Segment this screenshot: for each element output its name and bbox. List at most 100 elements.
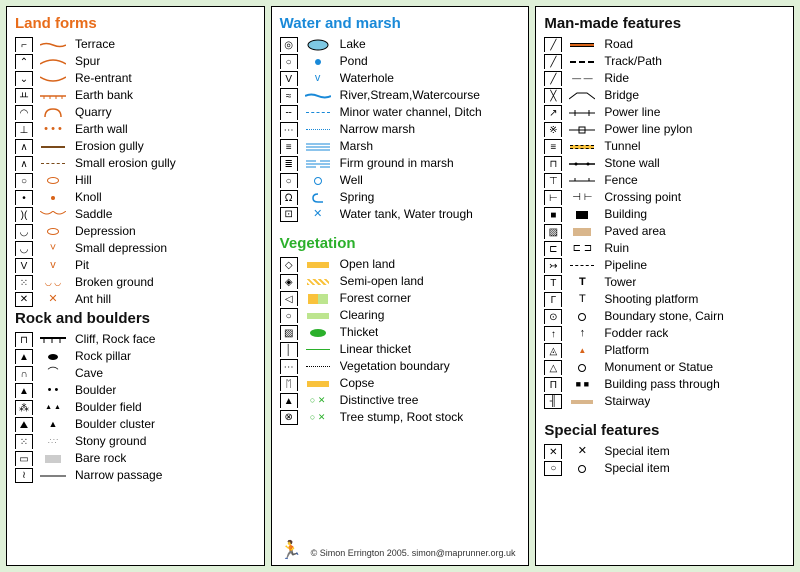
legend-row: │Linear thicket — [280, 341, 521, 358]
map-symbol — [304, 55, 332, 69]
ctrl-symbol: • — [15, 190, 33, 205]
ctrl-symbol: ◇ — [280, 257, 298, 272]
legend-label: Shooting platform — [604, 291, 698, 308]
map-symbol — [304, 360, 332, 374]
map-symbol: ⌒ — [39, 367, 67, 381]
legend-row: ⊓ Stone wall — [544, 155, 785, 172]
map-symbol — [39, 191, 67, 205]
ctrl-symbol: ◈ — [280, 274, 298, 289]
ctrl-symbol: ╱ — [544, 71, 562, 86]
map-symbol: ▲ — [39, 418, 67, 432]
legend-label: Forest corner — [340, 290, 411, 307]
map-symbol — [39, 106, 67, 120]
map-symbol: — — — [568, 72, 596, 86]
ctrl-symbol: ᛖ — [280, 376, 298, 391]
legend-label: Distinctive tree — [340, 392, 419, 409]
legend-label: Pipeline — [604, 257, 647, 274]
legend-label: Stone wall — [604, 155, 659, 172]
legend-row: ╱ — — Ride — [544, 70, 785, 87]
ctrl-symbol: ↑ — [544, 326, 562, 341]
map-symbol — [568, 225, 596, 239]
legend-row: ᘯSpring — [280, 189, 521, 206]
map-symbol: v — [304, 72, 332, 86]
ctrl-symbol: Π — [544, 377, 562, 392]
ctrl-symbol: ╢ — [544, 394, 562, 409]
legend-row: ▲Rock pillar — [15, 348, 256, 365]
rows-vegetation: ◇ Open land ◈ Semi-open land ◁ Forest corne… — [280, 256, 521, 426]
legend-label: Stairway — [604, 393, 650, 410]
legend-row: ◎Lake — [280, 36, 521, 53]
legend-label: Bridge — [604, 87, 639, 104]
legend-label: Knoll — [75, 189, 102, 206]
legend-label: Ride — [604, 70, 629, 87]
map-symbol — [39, 140, 67, 154]
legend-label: Power line — [604, 104, 660, 121]
ctrl-symbol: ◁ — [280, 291, 298, 306]
ctrl-symbol: ◎ — [280, 37, 298, 52]
rows-landforms: ⌐Terrace ⌃Spur ⌄Re-entrant ㅛEarth bank ◠… — [15, 36, 256, 308]
map-symbol — [568, 462, 596, 476]
legend-label: Marsh — [340, 138, 373, 155]
legend-row: ◈ Semi-open land — [280, 273, 521, 290]
legend-label: Clearing — [340, 307, 385, 324]
map-symbol — [304, 140, 332, 154]
ctrl-symbol: ⊙ — [544, 309, 562, 324]
legend-row: ᛖCopse — [280, 375, 521, 392]
map-symbol: T — [568, 293, 596, 307]
legend-label: Tree stump, Root stock — [340, 409, 464, 426]
legend-label: Cave — [75, 365, 103, 382]
ctrl-symbol: Γ — [544, 292, 562, 307]
ctrl-symbol: ⊡ — [280, 207, 298, 222]
legend-row: ΓT Shooting platform — [544, 291, 785, 308]
legend-label: Building — [604, 206, 647, 223]
ctrl-symbol: ╳ — [544, 88, 562, 103]
legend-row: ▨Thicket — [280, 324, 521, 341]
rows-special: ✕✕Special item ○Special item — [544, 443, 785, 477]
map-symbol — [304, 292, 332, 306]
legend-row: VvWaterhole — [280, 70, 521, 87]
legend-row: ⋯Narrow marsh — [280, 121, 521, 138]
legend-row: ⌃Spur — [15, 53, 256, 70]
ctrl-symbol: ▨ — [280, 325, 298, 340]
ctrl-symbol: △ — [544, 360, 562, 375]
rows-water: ◎Lake ○Pond VvWaterhole ≈River,Stream,Wa… — [280, 36, 521, 223]
legend-row: ⊤Fence — [544, 172, 785, 189]
legend-label: Ruin — [604, 240, 629, 257]
map-symbol: • • — [39, 384, 67, 398]
ctrl-symbol: ∧ — [15, 156, 33, 171]
map-symbol — [304, 123, 332, 137]
ctrl-symbol: ≡ — [544, 139, 562, 154]
legend-row: Π■ ■Building pass through — [544, 376, 785, 393]
legend-row: ○Clearing — [280, 307, 521, 324]
legend-row: ⁂▲ ▲Boulder field — [15, 399, 256, 416]
map-symbol — [568, 89, 596, 103]
map-symbol: ↑ — [568, 327, 596, 341]
ctrl-symbol: ⌄ — [15, 71, 33, 86]
map-symbol — [568, 106, 596, 120]
legend-row: ▭Bare rock — [15, 450, 256, 467]
legend-label: Open land — [340, 256, 395, 273]
ctrl-symbol: ⊓ — [544, 156, 562, 171]
ctrl-symbol: ⊗ — [280, 410, 298, 425]
legend-label: Special item — [604, 443, 669, 460]
map-symbol — [304, 174, 332, 188]
ctrl-symbol: ◠ — [15, 105, 33, 120]
map-symbol — [304, 38, 332, 52]
legend-row: ○Pond — [280, 53, 521, 70]
legend-label: Semi-open land — [340, 273, 424, 290]
map-symbol — [304, 326, 332, 340]
legend-row: ╱Track/Path — [544, 53, 785, 70]
legend-row: ∧Small erosion gully — [15, 155, 256, 172]
map-symbol — [304, 275, 332, 289]
title-landforms: Land forms — [15, 15, 256, 32]
legend-label: Erosion gully — [75, 138, 144, 155]
legend-label: Quarry — [75, 104, 112, 121]
legend-label: Monument or Statue — [604, 359, 713, 376]
ctrl-symbol: ⊓ — [15, 332, 33, 347]
map-symbol — [304, 377, 332, 391]
legend-label: Depression — [75, 223, 136, 240]
legend-row: ✕✕Special item — [544, 443, 785, 460]
legend-label: Bare rock — [75, 450, 126, 467]
legend-row: ■Building — [544, 206, 785, 223]
map-symbol — [39, 89, 67, 103]
